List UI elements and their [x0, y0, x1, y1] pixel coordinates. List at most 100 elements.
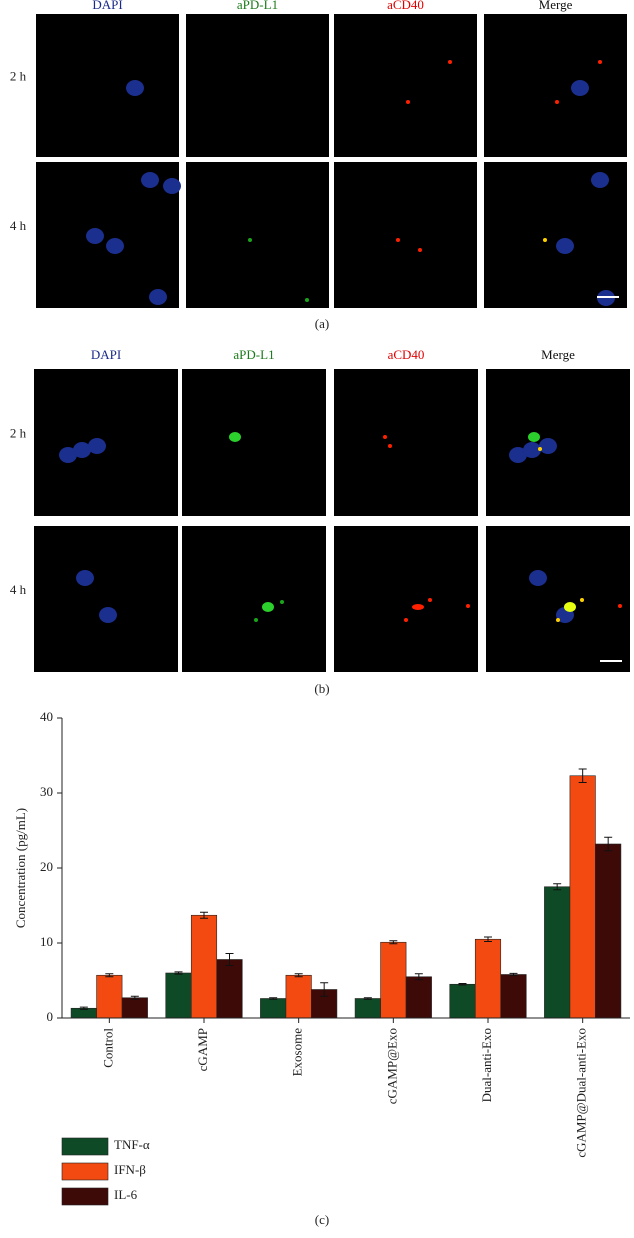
signal	[262, 602, 274, 612]
micrograph	[186, 14, 329, 157]
signal	[254, 618, 258, 622]
column-header: aCD40	[388, 347, 425, 362]
row-label: 2 h	[10, 68, 27, 83]
x-tick-label: Exosome	[290, 1028, 305, 1077]
micrograph	[334, 526, 478, 672]
bar	[121, 997, 148, 1019]
signal	[509, 447, 527, 463]
error-bar	[174, 971, 183, 975]
signal	[448, 60, 452, 64]
x-tick-label: cGAMP@Exo	[384, 1028, 399, 1104]
scale-bar	[600, 660, 622, 662]
column-header: aPD-L1	[233, 347, 274, 362]
column-header: aPD-L1	[237, 0, 278, 12]
signal	[149, 289, 167, 305]
signal	[564, 602, 576, 612]
micrograph	[334, 162, 477, 308]
signal	[383, 435, 387, 439]
bar	[96, 974, 123, 1019]
error-bar	[414, 973, 423, 981]
signal	[539, 438, 557, 454]
error-bar	[458, 983, 467, 986]
bar	[569, 775, 596, 1019]
y-tick-label: 40	[40, 709, 53, 724]
signal	[428, 598, 432, 602]
signal	[396, 238, 400, 242]
scale-bar	[597, 296, 619, 298]
signal	[88, 438, 106, 454]
x-tick-label: Dual-anti-Exo	[479, 1028, 494, 1102]
column-header: DAPI	[91, 347, 121, 362]
panel-label: (a)	[315, 316, 329, 331]
micrograph	[34, 526, 178, 672]
signal	[86, 228, 104, 244]
bar	[474, 938, 502, 1019]
micrograph	[186, 162, 329, 308]
signal	[556, 238, 574, 254]
signal	[73, 442, 91, 458]
bar	[405, 976, 432, 1019]
signal	[523, 442, 541, 458]
micrograph	[182, 526, 326, 672]
bar	[544, 886, 571, 1019]
signal	[556, 618, 560, 622]
signal	[126, 80, 144, 96]
micrograph	[34, 369, 178, 516]
error-bar	[269, 997, 278, 1000]
legend-label: IFN-β	[114, 1162, 146, 1177]
signal	[598, 60, 602, 64]
legend-swatch	[61, 1187, 109, 1206]
panel-label: (b)	[314, 681, 329, 696]
signal	[543, 238, 547, 242]
bar	[260, 998, 287, 1019]
panel-label: (c)	[315, 1212, 329, 1227]
error-bar	[484, 936, 492, 942]
y-tick-label: 20	[40, 859, 53, 874]
signal	[229, 432, 241, 442]
signal	[528, 432, 540, 442]
y-tick-label: 0	[47, 1009, 54, 1024]
row-label: 2 h	[10, 425, 27, 440]
error-bar	[130, 995, 139, 1000]
column-header: aCD40	[387, 0, 424, 12]
signal	[555, 100, 559, 104]
micrograph	[36, 14, 179, 157]
signal	[418, 248, 422, 252]
signal	[388, 444, 392, 448]
signal	[59, 447, 77, 463]
signal	[529, 570, 547, 586]
error-bar	[389, 940, 398, 945]
y-tick-label: 30	[40, 784, 53, 799]
x-tick-label: cGAMP	[195, 1028, 210, 1071]
signal	[248, 238, 252, 242]
row-label: 4 h	[10, 218, 27, 233]
signal	[571, 80, 589, 96]
column-header: Merge	[541, 347, 575, 362]
signal	[163, 178, 181, 194]
micrograph	[334, 14, 477, 157]
error-bar	[225, 953, 234, 966]
signal	[406, 100, 410, 104]
error-bar	[320, 982, 329, 997]
legend-label: TNF-α	[114, 1137, 150, 1152]
error-bar	[604, 836, 613, 852]
micrograph	[486, 526, 630, 672]
error-bar	[553, 883, 562, 891]
bar	[380, 941, 407, 1019]
y-tick-label: 10	[40, 934, 53, 949]
column-header: DAPI	[92, 0, 122, 12]
signal	[106, 238, 124, 254]
x-tick-label: Control	[100, 1028, 115, 1068]
bar	[595, 843, 622, 1019]
error-bar	[200, 911, 208, 919]
bar	[449, 983, 476, 1019]
signal	[580, 598, 584, 602]
legend-swatch	[61, 1162, 109, 1181]
legend-swatch	[61, 1137, 109, 1156]
micrograph	[486, 369, 630, 516]
bar	[216, 959, 243, 1019]
x-tick-label: cGAMP@Dual-anti-Exo	[574, 1028, 589, 1158]
row-label: 4 h	[10, 582, 27, 597]
y-axis-label: Concentration (pg/mL)	[13, 808, 28, 928]
